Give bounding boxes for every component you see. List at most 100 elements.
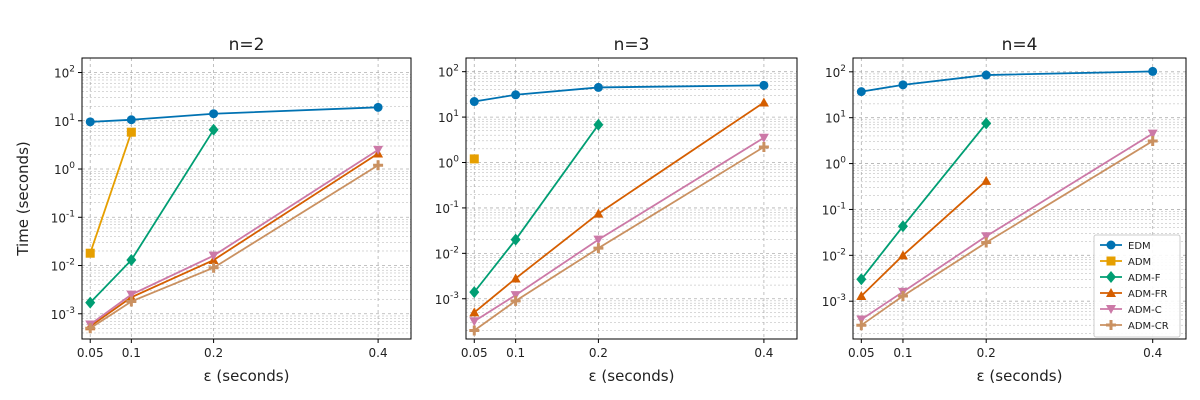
x-tick-label: 0.4 <box>754 346 773 360</box>
data-point-adm-c <box>510 291 521 301</box>
y-tick-label: 10-3 <box>51 306 75 322</box>
y-tick-label: 102 <box>54 65 75 81</box>
x-tick-label: 0.4 <box>369 346 388 360</box>
y-tick-label: 100 <box>825 156 846 172</box>
x-axis-label: ε (seconds) <box>977 367 1063 385</box>
chart-panel-2: 10-3 10-2 10-1 100 101 102 0.05 0.1 0.2 0.4 n=3 ε (… <box>435 35 798 385</box>
x-tick-label: 0.4 <box>1143 346 1162 360</box>
data-point-adm-fr <box>593 208 604 218</box>
series-line-adm-cr <box>89 164 379 330</box>
data-point-adm-c <box>856 315 867 325</box>
x-tick-label: 0.1 <box>893 346 912 360</box>
data-point-adm-cr <box>897 290 908 301</box>
data-point-adm-cr <box>126 296 137 307</box>
series-line-edm <box>474 84 764 103</box>
y-tick-label: 10-3 <box>822 293 846 309</box>
x-tick-label: 0.1 <box>506 346 525 360</box>
series-line-adm-c <box>860 132 1154 321</box>
x-tick-label: 0.1 <box>122 346 141 360</box>
data-point-edm <box>209 109 219 119</box>
y-tick-label: 102 <box>825 64 846 80</box>
series-line-adm-f <box>89 129 215 304</box>
data-point-adm-cr <box>758 141 769 152</box>
data-point-adm-fr <box>469 307 480 317</box>
y-tick-label: 100 <box>438 155 459 171</box>
legend-marker <box>1106 288 1116 297</box>
data-point-adm-cr <box>208 262 219 273</box>
legend-label: ADM-CR <box>1128 321 1169 332</box>
series-line-edm <box>90 106 379 123</box>
legend-label: ADM-C <box>1128 305 1162 316</box>
data-point-adm-c <box>758 133 769 143</box>
x-axis-label: ε (seconds) <box>204 367 290 385</box>
x-axis-label: ε (seconds) <box>589 367 675 385</box>
y-tick-label: 10-2 <box>822 247 846 263</box>
data-point-adm-fr <box>758 97 769 107</box>
data-point-adm-c <box>373 145 384 155</box>
data-point-adm-f <box>208 123 219 136</box>
data-point-edm <box>593 82 603 92</box>
legend-marker <box>1106 256 1116 266</box>
series-line-adm-cr <box>860 140 1154 326</box>
data-point-edm <box>1148 66 1158 76</box>
data-point-adm-c <box>1147 129 1158 139</box>
legend-label: ADM <box>1128 257 1151 268</box>
legend: EDM ADM ADM-F ADM-FR ADM-C ADM-CR <box>1093 234 1181 338</box>
plot-frame <box>465 57 798 340</box>
data-point-adm-c <box>593 235 604 245</box>
legend-marker <box>1106 271 1116 283</box>
series-line-edm <box>861 70 1153 93</box>
data-point-adm-c <box>208 251 219 261</box>
x-tick-label: 0.05 <box>461 346 488 360</box>
data-point-adm-cr <box>1147 136 1158 147</box>
data-point-edm <box>469 97 479 107</box>
x-tick-label: 0.05 <box>77 346 104 360</box>
chart-title: n=3 <box>614 35 650 55</box>
x-tick-label: 0.05 <box>848 346 875 360</box>
data-point-adm <box>85 248 95 258</box>
data-point-adm-c <box>126 290 137 300</box>
series-line-adm-fr <box>89 152 379 328</box>
data-point-edm <box>373 102 383 112</box>
data-point-edm <box>981 70 991 80</box>
y-tick-label: 10-1 <box>435 200 459 216</box>
legend-marker <box>1106 305 1116 314</box>
legend-label: ADM-F <box>1128 273 1161 284</box>
data-point-adm-cr <box>593 243 604 254</box>
data-point-edm <box>856 87 866 97</box>
y-tick-label: 10-1 <box>51 209 75 225</box>
series-line-adm-c <box>89 149 379 326</box>
chart-panel-1: 10-3 10-2 10-1 100 101 102 0.05 0.1 0.2 0.4 n=2 ε (… <box>14 35 412 385</box>
data-point-adm-cr <box>373 160 384 171</box>
y-tick-label: 10-1 <box>822 201 846 217</box>
y-axis-label: Time (seconds) <box>14 141 32 257</box>
series-line-adm <box>89 131 133 254</box>
y-tick-label: 10-2 <box>435 245 459 261</box>
data-point-edm <box>511 90 521 100</box>
data-point-adm <box>469 154 479 164</box>
legend-marker <box>1106 320 1116 330</box>
data-point-adm-f <box>593 118 604 131</box>
plot-frame <box>852 57 1187 340</box>
data-point-adm-cr <box>469 325 480 336</box>
x-tick-label: 0.2 <box>977 346 996 360</box>
data-point-adm <box>126 127 136 137</box>
series-line-adm-fr <box>473 101 765 314</box>
y-tick-label: 10-3 <box>435 291 459 307</box>
data-point-adm-fr <box>897 250 908 260</box>
data-point-adm-fr <box>856 290 867 300</box>
y-tick-label: 100 <box>54 161 75 177</box>
data-point-adm-cr <box>981 237 992 248</box>
data-point-adm-fr <box>510 273 521 283</box>
chart-panel-3: 10-3 10-2 10-1 100 101 102 0.05 0.1 0.2 0.4 n=4 ε (… <box>822 35 1187 385</box>
legend-label: ADM-FR <box>1128 289 1168 300</box>
data-point-adm-f <box>126 254 137 267</box>
plot-frame <box>81 57 412 340</box>
chart-title: n=2 <box>229 35 265 55</box>
x-tick-label: 0.2 <box>204 346 223 360</box>
data-point-adm-cr <box>856 320 867 331</box>
series-line-adm-cr <box>473 146 765 332</box>
data-point-adm-c <box>469 317 480 327</box>
y-tick-label: 101 <box>825 110 846 126</box>
